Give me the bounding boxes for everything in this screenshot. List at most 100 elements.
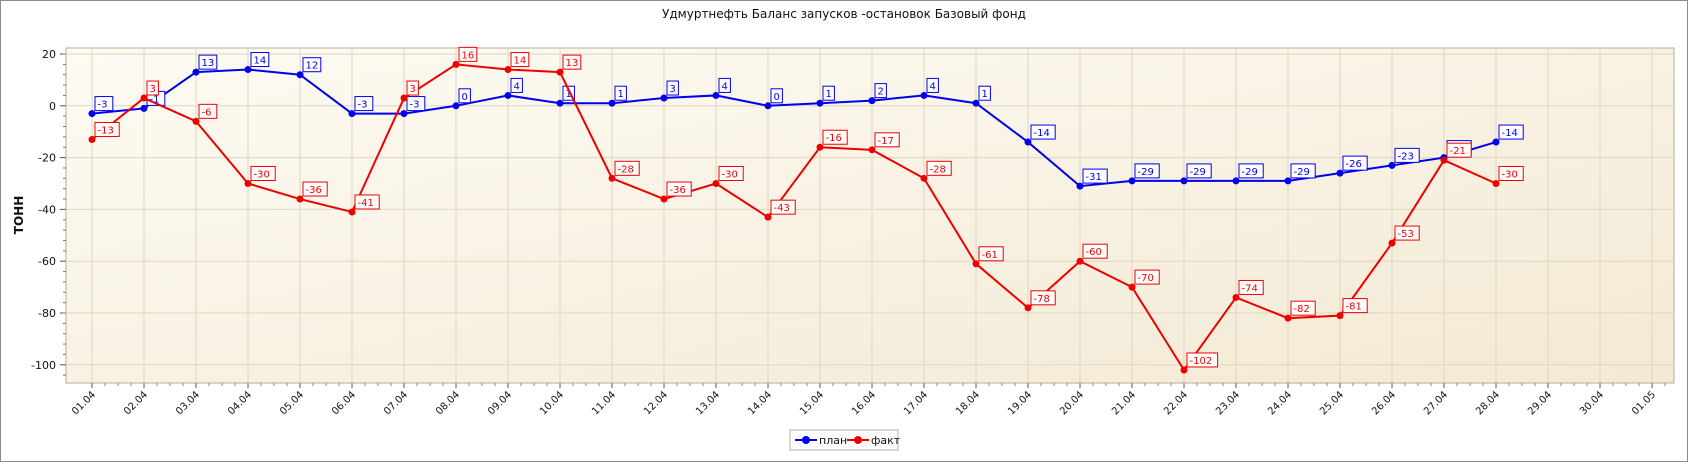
data-label-box <box>614 160 640 176</box>
data-point <box>712 180 720 187</box>
data-label: -26 <box>1342 155 1368 171</box>
data-label-box <box>1186 163 1212 179</box>
legend-fact-label: факт <box>871 434 901 447</box>
data-point <box>556 99 564 107</box>
data-label: -14 <box>1030 124 1056 140</box>
x-tick-label: 10.04 <box>538 389 566 417</box>
data-point <box>1180 366 1188 374</box>
data-point <box>140 94 148 102</box>
data-label-box <box>302 181 328 197</box>
y-tick-label: 0 <box>49 100 56 113</box>
data-label-text: 1 <box>982 89 988 100</box>
data-point <box>1388 161 1396 169</box>
data-point <box>660 94 668 102</box>
series-line <box>91 68 1497 188</box>
data-point <box>816 99 824 107</box>
x-tick-label: 06.04 <box>330 389 358 417</box>
data-label-box <box>1290 163 1316 179</box>
x-tick-label: 17.04 <box>902 389 930 417</box>
data-point <box>1388 239 1396 247</box>
data-point <box>296 195 304 203</box>
data-label-text: 16 <box>462 50 475 61</box>
data-label: -28 <box>926 160 952 176</box>
data-label-box <box>302 57 322 73</box>
data-label-box <box>822 129 848 145</box>
data-label: -30 <box>718 166 744 181</box>
data-label-box <box>1134 163 1160 179</box>
data-point <box>1024 138 1032 146</box>
data-point <box>1232 293 1240 301</box>
data-label: 1 <box>562 85 575 101</box>
data-label-text: 3 <box>150 84 156 95</box>
y-tick-label: -40 <box>38 203 56 216</box>
data-label: -29 <box>1134 163 1160 179</box>
y-tick-label: 20 <box>42 48 56 61</box>
x-tick-label: 02.04 <box>122 389 150 417</box>
data-point <box>1076 257 1084 265</box>
legend-fact-marker <box>854 436 862 444</box>
data-label-text: -29 <box>1242 167 1258 178</box>
data-label-text: -74 <box>1242 283 1258 294</box>
data-label-text: -30 <box>254 170 270 181</box>
data-label-text: -31 <box>1086 172 1102 183</box>
data-label: -30 <box>250 166 276 181</box>
data-label: 13 <box>198 54 218 70</box>
data-point <box>764 213 772 221</box>
data-label: 0 <box>770 88 783 104</box>
data-label-text: -14 <box>1034 128 1050 139</box>
data-label-box <box>1238 279 1264 295</box>
data-point <box>712 91 720 99</box>
data-label-text: -28 <box>930 164 946 175</box>
data-label-text: -60 <box>1086 247 1102 258</box>
data-label-box <box>1082 243 1108 259</box>
x-tick-label: 18.04 <box>954 389 982 417</box>
data-label-text: 1 <box>618 89 624 100</box>
data-label-box <box>250 166 276 181</box>
data-label-box <box>1238 163 1264 179</box>
y-tick-label: -100 <box>31 359 56 372</box>
data-label-text: -23 <box>1398 151 1414 162</box>
data-label-text: 4 <box>930 81 936 92</box>
data-label-text: 14 <box>514 56 527 67</box>
data-label-box <box>562 54 582 70</box>
data-point <box>1284 177 1292 185</box>
data-label-box <box>770 88 783 104</box>
y-ticks: 20 0 -20 -40 -60 -80 -100 <box>31 48 66 376</box>
data-label: 14 <box>510 52 530 68</box>
x-tick-label: 23.04 <box>1214 389 1242 417</box>
data-point <box>1076 182 1084 190</box>
data-label-text: -36 <box>306 185 322 196</box>
data-label-box <box>718 166 744 181</box>
data-label: 3 <box>406 80 419 96</box>
data-label-text: -43 <box>774 203 790 214</box>
data-label-text: 0 <box>462 92 468 103</box>
data-label: 4 <box>510 77 523 93</box>
data-label-box <box>770 199 796 215</box>
data-label: -29 <box>1238 163 1264 179</box>
data-label-text: -30 <box>1502 170 1518 181</box>
data-label-text: -14 <box>1502 128 1518 139</box>
data-point <box>348 208 356 216</box>
data-point <box>452 102 460 110</box>
data-label-box <box>146 80 159 96</box>
data-label-box <box>1446 142 1472 158</box>
data-label: -28 <box>614 160 640 176</box>
x-tick-label: 27.04 <box>1422 389 1450 417</box>
y-tick-label: -80 <box>38 307 56 320</box>
data-label-text: 4 <box>514 81 520 92</box>
x-ticks: 01.04 02.04 03.04 04.04 05.04 06.04 07.04 08.04… <box>70 383 1666 417</box>
data-label-text: -70 <box>1138 273 1154 284</box>
data-label-box <box>1498 124 1524 140</box>
data-label-box <box>198 54 218 70</box>
data-label: 2 <box>874 83 887 99</box>
data-label-text: 3 <box>670 84 676 95</box>
data-label: -70 <box>1134 269 1160 285</box>
data-label-text: 14 <box>254 56 267 67</box>
data-label-text: -53 <box>1398 229 1414 240</box>
data-point <box>88 135 96 143</box>
data-label-text: -102 <box>1190 356 1213 367</box>
legend-plan-label: план <box>819 434 847 447</box>
data-point <box>452 60 460 68</box>
